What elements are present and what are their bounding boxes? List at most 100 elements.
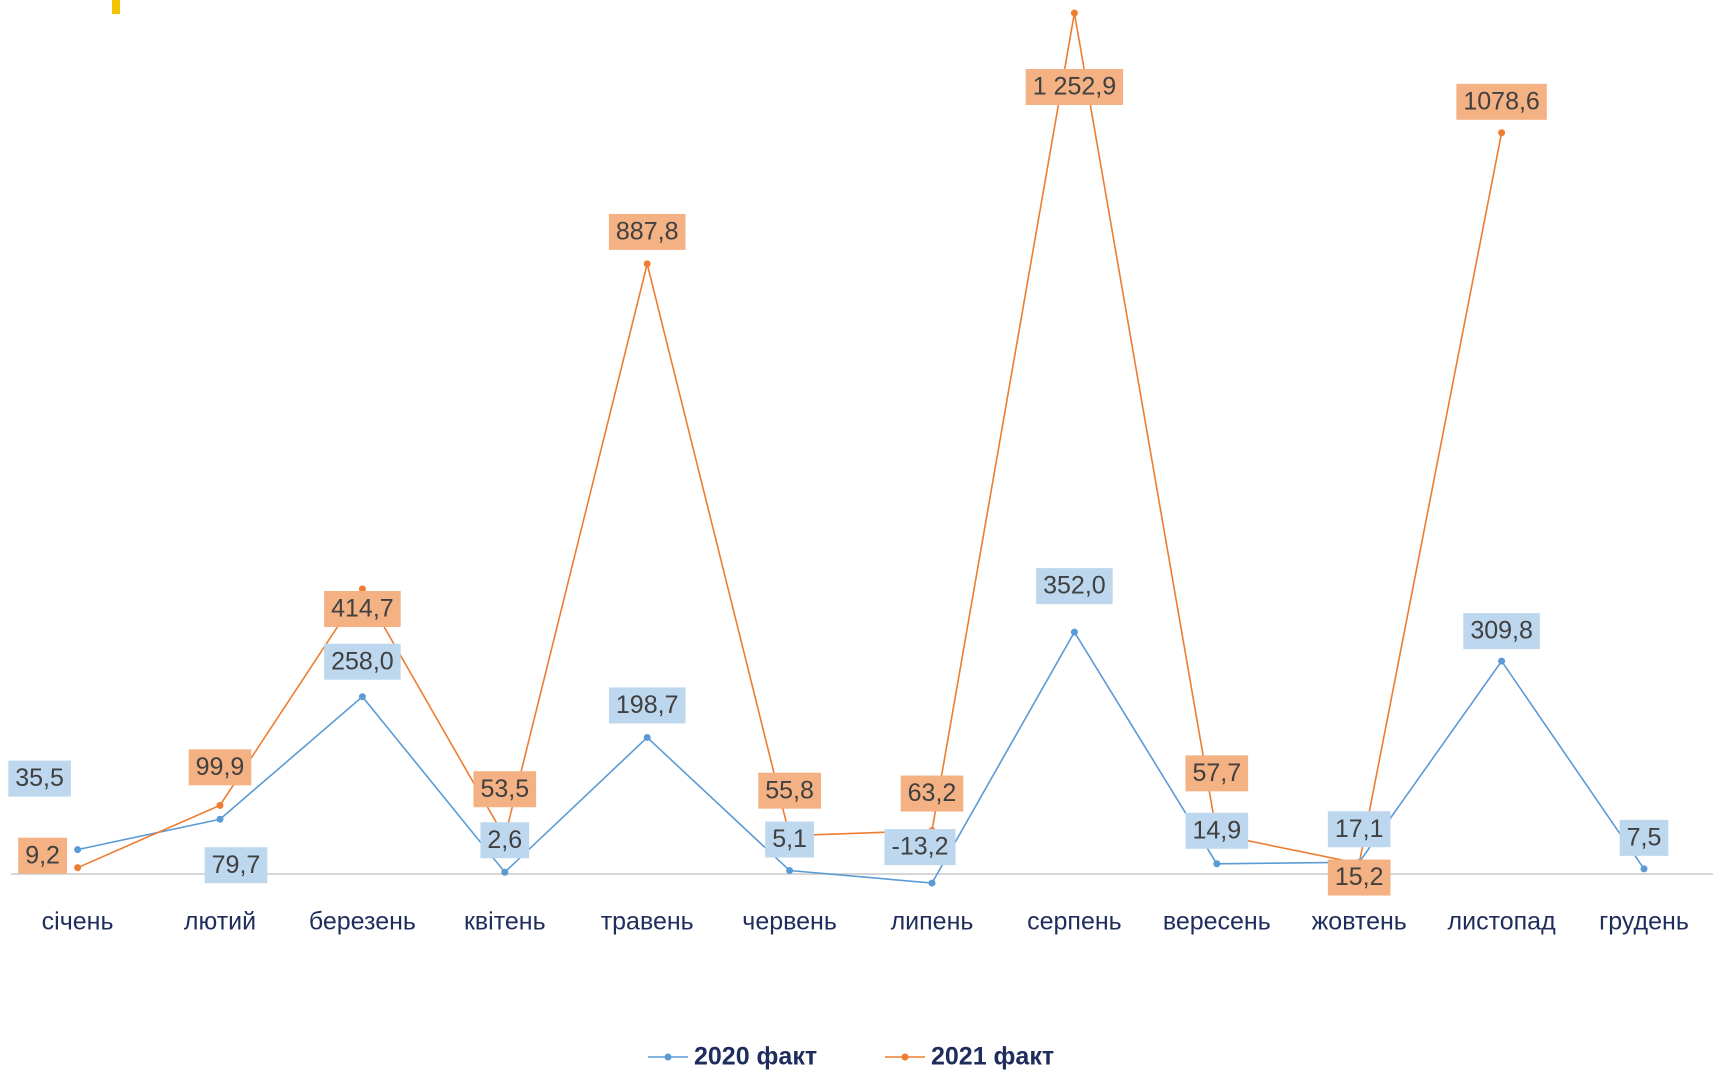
point <box>1498 657 1506 665</box>
legend-marker <box>664 1053 672 1061</box>
point <box>358 693 366 701</box>
point <box>1640 865 1648 873</box>
data-label-box <box>608 213 686 250</box>
series-line <box>77 630 1645 884</box>
data-label-text: 63,2 <box>908 779 957 807</box>
data-label-box <box>204 847 268 884</box>
x-tick-label: січень <box>42 908 114 936</box>
point <box>1070 628 1078 636</box>
data-label-text: 9,2 <box>25 841 60 869</box>
data-label-text: 258,0 <box>331 647 394 675</box>
data-label: 887,8 <box>608 213 686 250</box>
data-label-box <box>1327 811 1391 848</box>
data-label-box <box>1456 83 1547 120</box>
point <box>786 866 794 874</box>
data-label-box <box>1185 812 1249 849</box>
data-label: 2,6 <box>480 822 530 859</box>
data-label-text: 198,7 <box>616 691 679 719</box>
data-label: 9,2 <box>18 837 67 874</box>
data-label: 309,8 <box>1463 613 1540 650</box>
data-label-box <box>1463 613 1540 650</box>
legend-label: 2021 факт <box>931 1043 1054 1071</box>
data-label: 57,7 <box>1185 755 1249 792</box>
data-label-box <box>1619 819 1669 856</box>
data-label: 7,5 <box>1619 819 1669 856</box>
x-tick-label: листопад <box>1448 908 1557 936</box>
data-label: 5,1 <box>765 821 814 858</box>
data-label-box <box>758 772 821 809</box>
data-label-text: 15,2 <box>1335 863 1384 891</box>
data-label-box <box>1185 755 1249 792</box>
point <box>501 868 509 876</box>
legend-label: 2020 факт <box>694 1043 817 1071</box>
data-label-text: 414,7 <box>331 595 394 623</box>
data-label-box <box>480 822 530 859</box>
point <box>928 879 936 887</box>
data-label-text: 57,7 <box>1192 759 1241 787</box>
data-label-text: -13,2 <box>892 833 949 861</box>
data-label-box <box>1036 568 1113 605</box>
data-label-box <box>1025 69 1124 105</box>
point <box>1498 129 1506 137</box>
data-label: 1078,6 <box>1456 83 1547 120</box>
data-label-box <box>18 837 67 874</box>
point <box>643 260 651 268</box>
data-label-text: 14,9 <box>1192 816 1241 844</box>
data-label-text: 309,8 <box>1470 617 1533 645</box>
data-label-text: 17,1 <box>1335 815 1384 843</box>
data-label: 1 252,9 <box>1025 69 1124 105</box>
data-label: 53,5 <box>473 771 537 808</box>
data-label-box <box>1327 859 1391 896</box>
data-label-text: 1078,6 <box>1463 87 1539 115</box>
data-label: 17,1 <box>1327 811 1391 848</box>
data-label-text: 1 252,9 <box>1033 73 1116 101</box>
data-label: 99,9 <box>188 749 252 786</box>
data-label-text: 55,8 <box>765 776 814 804</box>
data-label-text: 2,6 <box>487 826 522 854</box>
x-tick-label: вересень <box>1163 908 1271 936</box>
data-label: 258,0 <box>324 643 401 680</box>
point <box>74 864 82 872</box>
data-label-text: 99,9 <box>196 753 245 781</box>
x-tick-label: травень <box>601 908 694 936</box>
point <box>216 815 224 823</box>
data-label-box <box>8 760 71 797</box>
data-label-box <box>188 749 252 786</box>
data-label-box <box>324 591 401 628</box>
x-tick-label: квітень <box>464 908 546 936</box>
x-tick-label: липень <box>891 908 974 936</box>
data-label-text: 887,8 <box>616 218 679 246</box>
data-label-text: 79,7 <box>212 851 261 879</box>
data-label: 35,5 <box>8 760 71 797</box>
x-tick-label: грудень <box>1599 908 1689 936</box>
data-label-box <box>900 775 964 812</box>
point <box>1070 9 1078 17</box>
data-label-text: 5,1 <box>772 825 807 853</box>
data-label-box <box>473 771 537 808</box>
x-tick-label: лютий <box>184 908 256 936</box>
data-label-box <box>608 687 686 724</box>
x-tick-label: серпень <box>1027 908 1122 936</box>
data-label-text: 35,5 <box>15 764 64 792</box>
point <box>358 585 366 593</box>
point <box>74 846 82 854</box>
point <box>216 801 224 809</box>
data-label: 198,7 <box>608 687 686 724</box>
accent-bar <box>112 0 120 14</box>
data-label-text: 352,0 <box>1043 572 1106 600</box>
data-label: 55,8 <box>758 772 821 809</box>
data-label-box <box>884 829 956 866</box>
x-tick-label: жовтень <box>1312 908 1407 936</box>
data-label-box <box>765 821 814 858</box>
data-label: -13,2 <box>884 829 956 866</box>
data-label-text: 7,5 <box>1627 823 1662 851</box>
point <box>1213 860 1221 868</box>
point <box>643 733 651 741</box>
data-label-box <box>324 643 401 680</box>
data-label: 15,2 <box>1327 859 1391 896</box>
data-label: 63,2 <box>900 775 964 812</box>
legend-marker <box>901 1053 909 1061</box>
x-tick-label: березень <box>309 908 416 936</box>
data-label: 14,9 <box>1185 812 1249 849</box>
